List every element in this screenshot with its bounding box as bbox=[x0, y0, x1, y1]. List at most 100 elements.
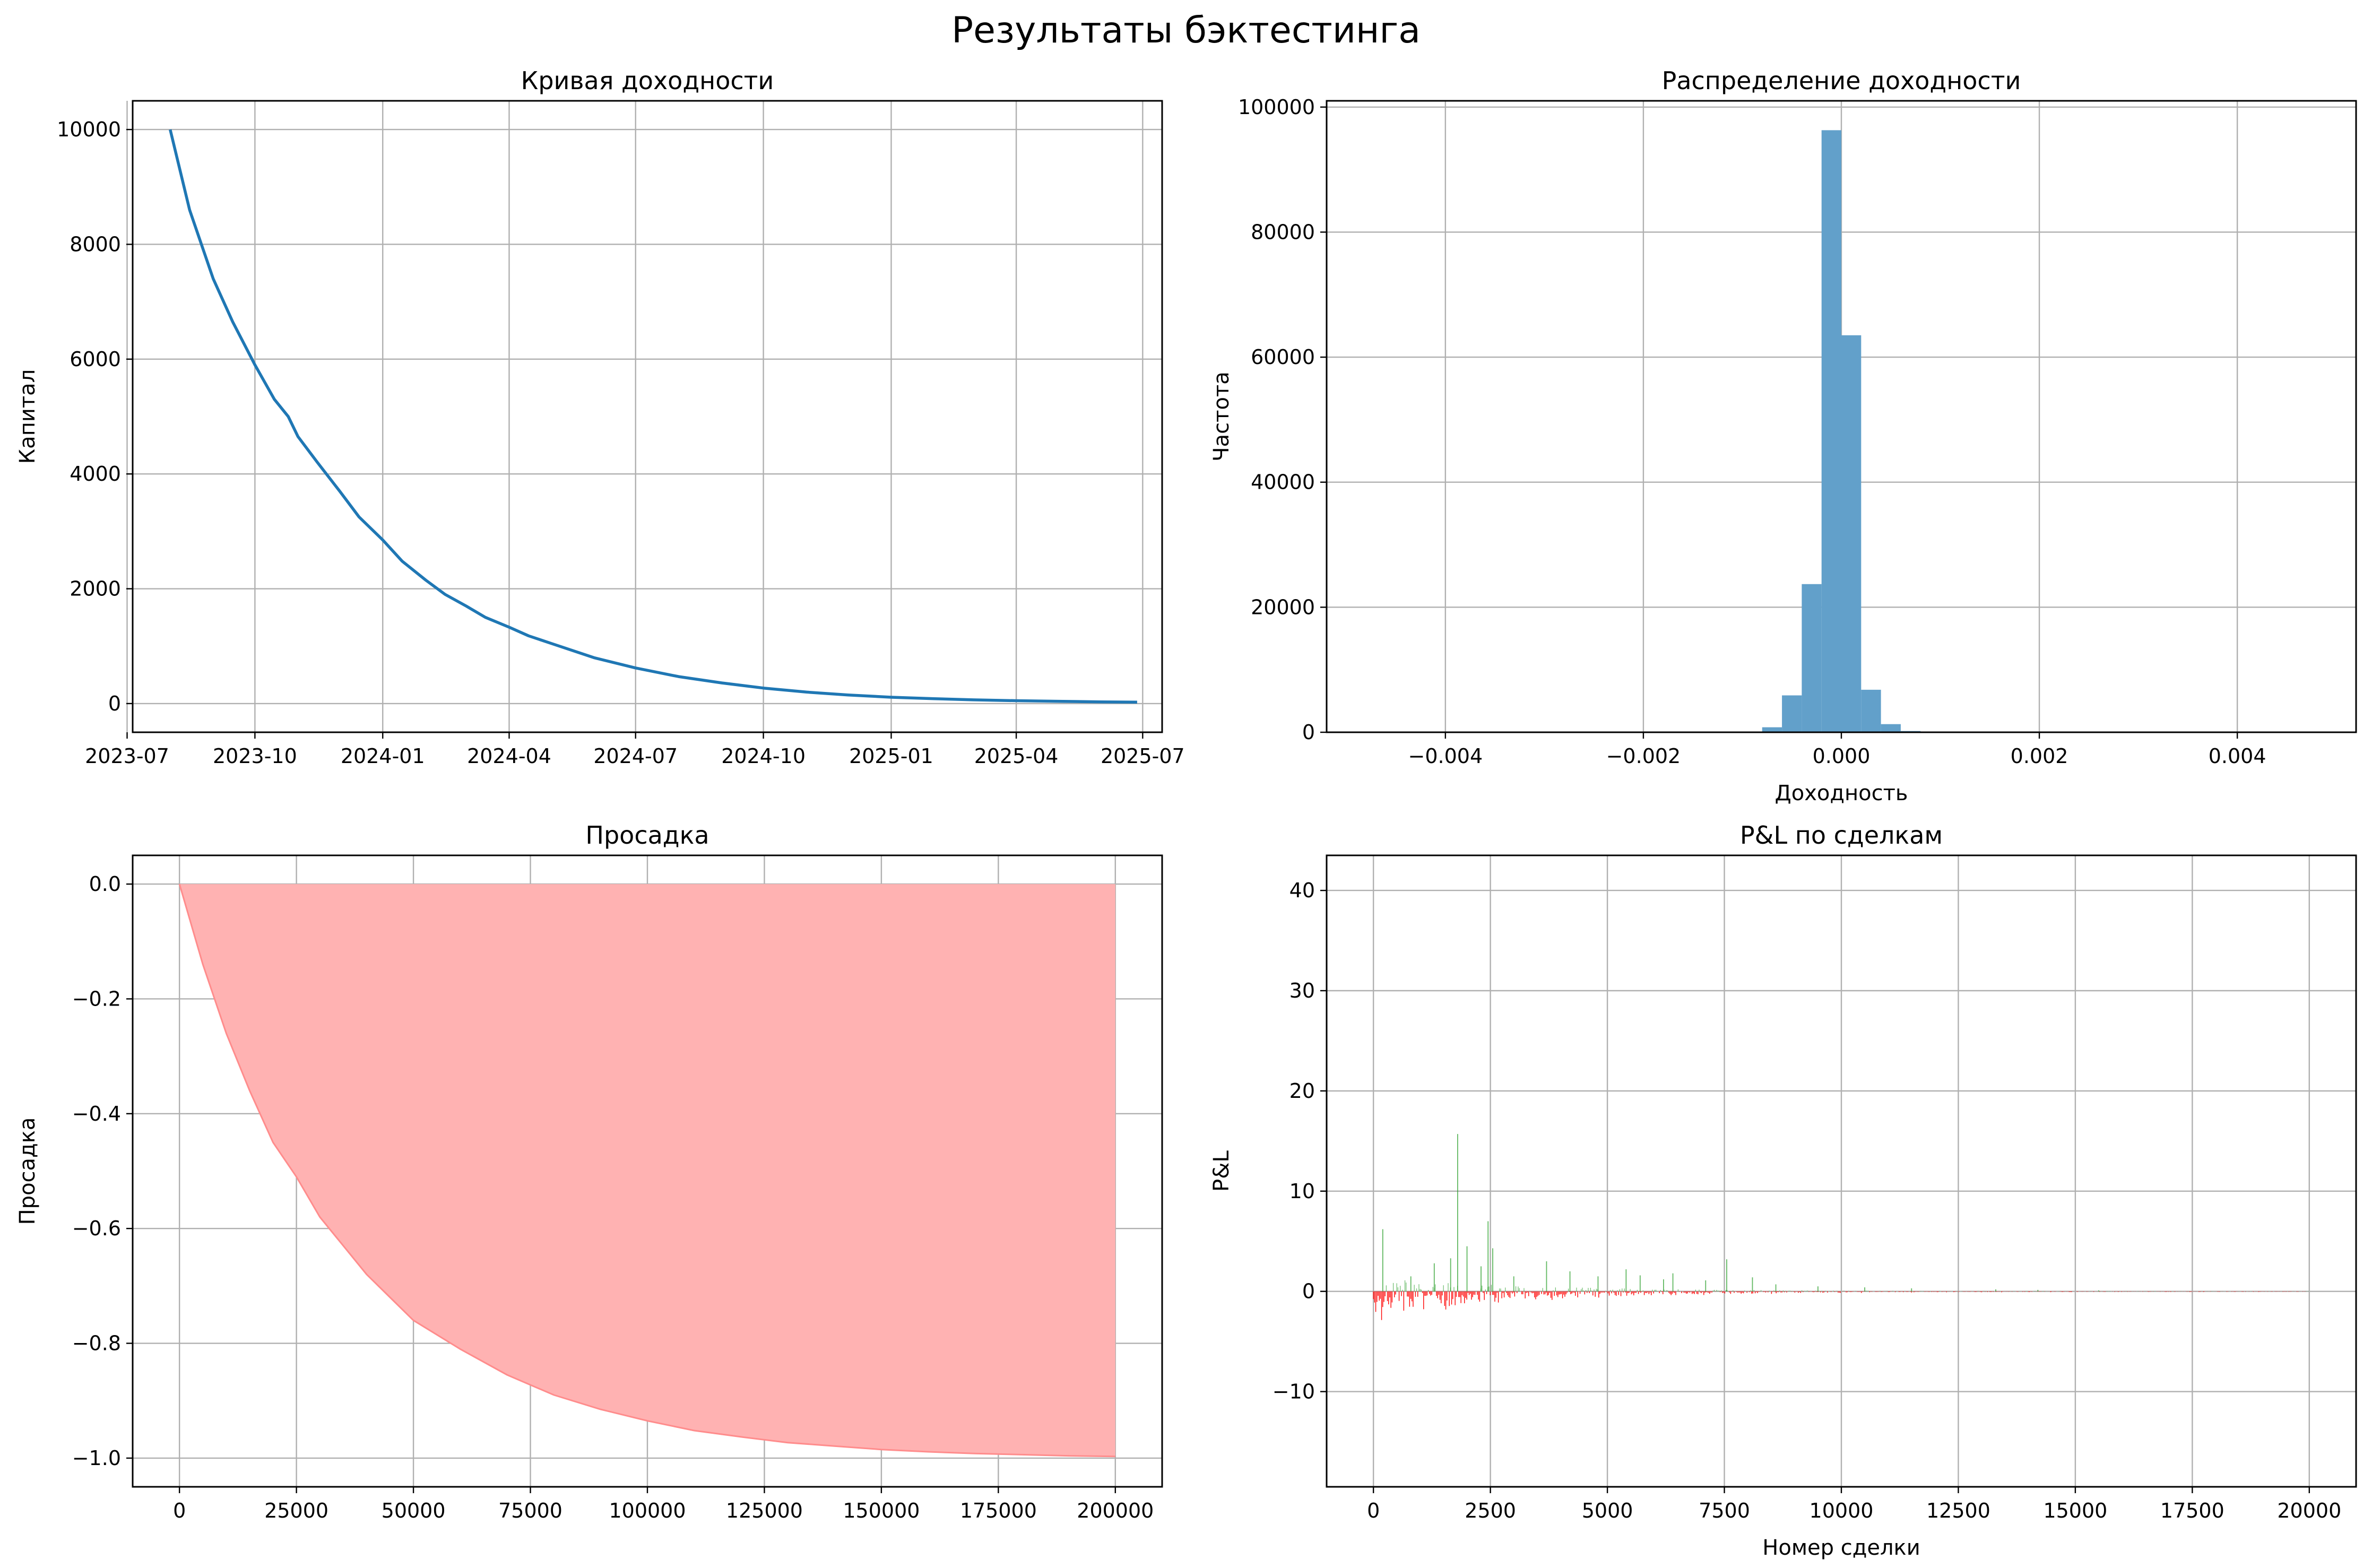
drawdown-y-tick-label: 0.0 bbox=[89, 872, 121, 896]
equity-y-tick-label: 10000 bbox=[57, 118, 121, 141]
drawdown-x-tick-label: 50000 bbox=[382, 1499, 446, 1522]
histogram-y-axis-label: Частота bbox=[1209, 371, 1234, 462]
figure-suptitle: Результаты бэктестинга bbox=[951, 10, 1421, 51]
drawdown-x-tick-label: 0 bbox=[173, 1499, 186, 1522]
equity-title: Кривая доходности bbox=[521, 66, 774, 95]
pnl-x-tick-label: 0 bbox=[1367, 1499, 1380, 1522]
equity-y-tick-label: 0 bbox=[108, 692, 121, 715]
equity-x-ticks: 2023-07 2023-10 2024-01 2024-04 2024-07 2024-… bbox=[85, 732, 1185, 768]
drawdown-x-tick-label: 175000 bbox=[960, 1499, 1037, 1522]
pnl-x-tick-label: 17500 bbox=[2160, 1499, 2224, 1522]
equity-x-tick-label: 2024-10 bbox=[721, 744, 806, 768]
pnl-x-tick-label: 20000 bbox=[2277, 1499, 2341, 1522]
histogram-y-tick-label: 0 bbox=[1302, 721, 1315, 744]
histogram-y-tick-label: 40000 bbox=[1251, 471, 1315, 494]
pnl-plot-area bbox=[1373, 1134, 2309, 1320]
equity-x-tick-label: 2023-07 bbox=[85, 744, 169, 768]
pnl-x-tick-label: 2500 bbox=[1465, 1499, 1516, 1522]
histogram-bar bbox=[1881, 724, 1901, 732]
histogram-bar bbox=[1861, 689, 1881, 732]
drawdown-x-tick-label: 200000 bbox=[1077, 1499, 1154, 1522]
equity-y-tick-label: 4000 bbox=[70, 462, 121, 486]
pnl-y-tick-label: 0 bbox=[1302, 1280, 1315, 1303]
histogram-bar bbox=[1821, 130, 1841, 733]
equity-axes-frame bbox=[132, 100, 1163, 733]
pnl-x-tick-label: 12500 bbox=[1926, 1499, 1990, 1522]
pnl-y-tick-label: −10 bbox=[1272, 1380, 1315, 1404]
pnl-y-tick-label: 10 bbox=[1289, 1180, 1315, 1203]
equity-y-tick-label: 2000 bbox=[70, 577, 121, 601]
drawdown-x-tick-label: 25000 bbox=[264, 1499, 328, 1522]
histogram-x-ticks: −0.004 −0.002 0.000 0.002 0.004 bbox=[1408, 732, 2266, 768]
equity-x-tick-label: 2024-07 bbox=[593, 744, 678, 768]
equity-y-tick-label: 6000 bbox=[70, 348, 121, 371]
equity-plot-area bbox=[169, 129, 1137, 704]
histogram-title: Распределение доходности bbox=[1662, 66, 2021, 95]
equity-curve-chart: 2023-07 2023-10 2024-01 2024-04 2024-07 2024-… bbox=[15, 66, 1185, 768]
returns-histogram-chart: −0.004 −0.002 0.000 0.002 0.004 0 20000 40000 6… bbox=[1209, 66, 2357, 805]
equity-grid bbox=[126, 101, 1162, 732]
drawdown-y-tick-label: −1.0 bbox=[72, 1446, 121, 1470]
equity-x-tick-label: 2024-04 bbox=[467, 744, 551, 768]
histogram-y-tick-label: 20000 bbox=[1251, 595, 1315, 619]
equity-x-tick-label: 2024-01 bbox=[341, 744, 425, 768]
drawdown-x-tick-label: 125000 bbox=[726, 1499, 803, 1522]
equity-x-tick-label: 2025-04 bbox=[974, 744, 1059, 768]
histogram-x-tick-label: −0.004 bbox=[1408, 744, 1483, 768]
drawdown-axes-frame bbox=[132, 854, 1163, 1488]
drawdown-x-ticks: 0 25000 50000 75000 100000 125000 150000 175000… bbox=[173, 1487, 1154, 1522]
drawdown-x-tick-label: 150000 bbox=[843, 1499, 920, 1522]
drawdown-y-tick-label: −0.8 bbox=[72, 1332, 121, 1355]
histogram-y-tick-label: 100000 bbox=[1238, 96, 1315, 119]
histogram-x-tick-label: −0.002 bbox=[1606, 744, 1681, 768]
histogram-y-tick-label: 60000 bbox=[1251, 345, 1315, 369]
drawdown-area bbox=[179, 884, 1115, 1457]
histogram-bar bbox=[1782, 695, 1802, 732]
pnl-x-tick-label: 15000 bbox=[2043, 1499, 2107, 1522]
equity-line bbox=[169, 129, 1137, 704]
pnl-y-tick-label: 40 bbox=[1289, 879, 1315, 902]
pnl-x-tick-label: 10000 bbox=[1810, 1499, 1874, 1522]
pnl-y-tick-label: 20 bbox=[1289, 1079, 1315, 1103]
pnl-x-tick-label: 7500 bbox=[1699, 1499, 1750, 1522]
histogram-y-ticks: 0 20000 40000 60000 80000 100000 bbox=[1238, 96, 1327, 744]
histogram-axes-frame bbox=[1326, 100, 2357, 733]
drawdown-x-tick-label: 75000 bbox=[498, 1499, 562, 1522]
drawdown-y-tick-label: −0.6 bbox=[72, 1217, 121, 1240]
pnl-y-tick-label: 30 bbox=[1289, 979, 1315, 1002]
histogram-x-tick-label: 0.000 bbox=[1813, 744, 1871, 768]
pnl-per-trade-chart: 0 2500 5000 7500 10000 12500 15000 17500 20000 −… bbox=[1209, 821, 2357, 1560]
drawdown-chart: 0 25000 50000 75000 100000 125000 150000 175000… bbox=[15, 821, 1163, 1522]
equity-y-ticks: 0 2000 4000 6000 8000 10000 bbox=[57, 118, 133, 715]
drawdown-y-tick-label: −0.2 bbox=[72, 987, 121, 1010]
pnl-x-tick-label: 5000 bbox=[1582, 1499, 1633, 1522]
pnl-title: P&L по сделкам bbox=[1740, 821, 1943, 850]
drawdown-x-tick-label: 100000 bbox=[609, 1499, 686, 1522]
drawdown-title: Просадка bbox=[585, 821, 709, 850]
drawdown-y-tick-label: −0.4 bbox=[72, 1102, 121, 1125]
histogram-y-tick-label: 80000 bbox=[1251, 220, 1315, 244]
histogram-plot-area bbox=[1742, 130, 1921, 733]
pnl-axes-frame bbox=[1326, 854, 2357, 1488]
drawdown-y-ticks: −1.0 −0.8 −0.6 −0.4 −0.2 0.0 bbox=[72, 872, 133, 1470]
histogram-x-tick-label: 0.002 bbox=[2011, 744, 2068, 768]
histogram-x-tick-label: 0.004 bbox=[2209, 744, 2266, 768]
pnl-grid bbox=[1327, 855, 2356, 1487]
histogram-bar bbox=[1802, 584, 1822, 732]
histogram-x-axis-label: Доходность bbox=[1774, 781, 1908, 805]
histogram-bar bbox=[1841, 335, 1862, 732]
equity-y-axis-label: Капитал bbox=[15, 369, 40, 464]
pnl-y-axis-label: P&L bbox=[1209, 1150, 1234, 1191]
histogram-bar bbox=[1762, 727, 1782, 732]
equity-x-tick-label: 2023-10 bbox=[213, 744, 297, 768]
pnl-x-axis-label: Номер сделки bbox=[1762, 1536, 1920, 1560]
equity-x-tick-label: 2025-07 bbox=[1101, 744, 1185, 768]
pnl-y-ticks: −10 0 10 20 30 40 bbox=[1272, 879, 1327, 1404]
pnl-x-ticks: 0 2500 5000 7500 10000 12500 15000 17500 20000 bbox=[1367, 1487, 2341, 1522]
equity-y-tick-label: 8000 bbox=[70, 232, 121, 256]
equity-x-tick-label: 2025-01 bbox=[849, 744, 933, 768]
drawdown-y-axis-label: Просадка bbox=[15, 1117, 40, 1225]
drawdown-line bbox=[178, 883, 1115, 1458]
drawdown-plot-area bbox=[178, 883, 1115, 1458]
